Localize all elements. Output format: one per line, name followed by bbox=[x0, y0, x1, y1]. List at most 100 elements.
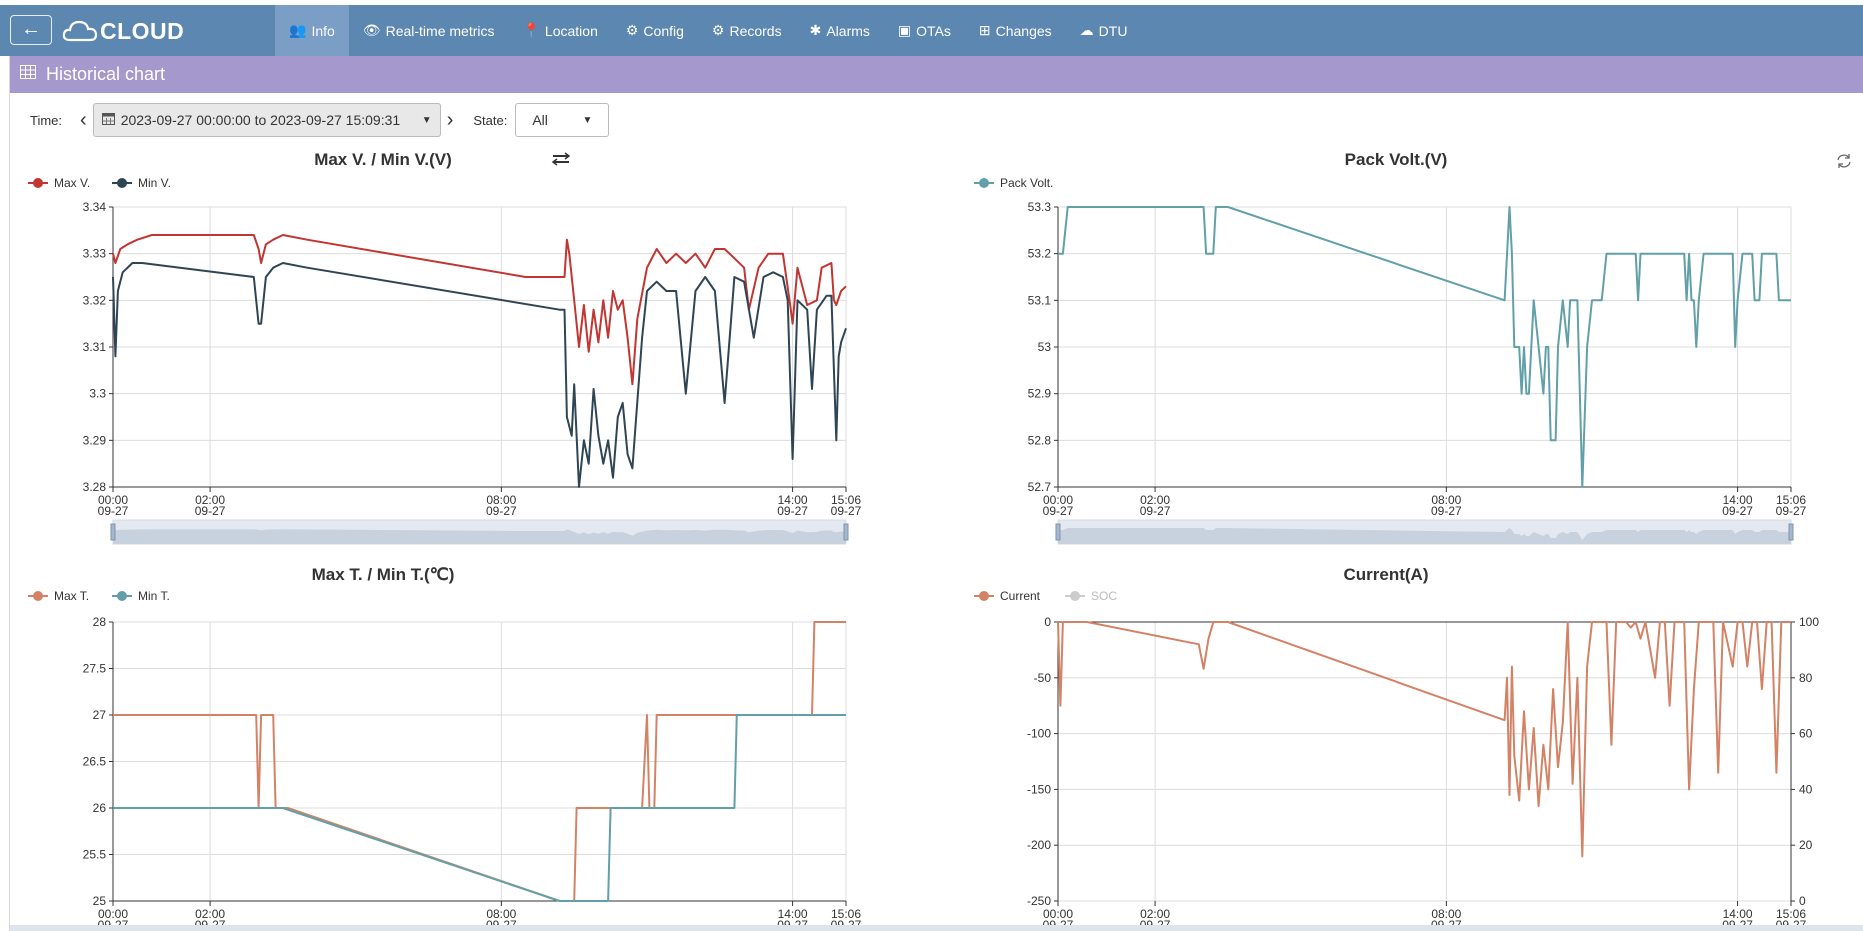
legend-item: Current bbox=[974, 589, 1041, 603]
tab-otas-label: OTAs bbox=[916, 22, 951, 39]
y-tick-label: 3.28 bbox=[83, 480, 107, 494]
x-tick-label: 00:00 bbox=[98, 493, 128, 507]
caret-down-icon: ▼ bbox=[421, 114, 432, 126]
legend-label: Current bbox=[1000, 589, 1041, 603]
x-tick-label: 08:00 bbox=[1431, 907, 1461, 921]
chart-legend: Max T. Min T. bbox=[28, 589, 170, 603]
zoom-slider[interactable] bbox=[1055, 519, 1794, 545]
zoom-preview bbox=[1058, 528, 1791, 544]
bottom-scrollbar[interactable] bbox=[10, 925, 1863, 931]
x-tick-label: 02:00 bbox=[195, 907, 225, 921]
series-line bbox=[112, 234, 847, 386]
y-tick-label: 27 bbox=[93, 708, 107, 722]
x-tick-label: 02:00 bbox=[195, 493, 225, 507]
legend-label: Min T. bbox=[138, 589, 170, 603]
y-tick-label: 26.5 bbox=[83, 755, 107, 769]
x-tick-date: 09-27 bbox=[831, 504, 862, 518]
y-tick-label: 25.5 bbox=[83, 848, 107, 862]
legend-marker bbox=[117, 178, 127, 188]
x-tick-date: 09-27 bbox=[1776, 504, 1807, 518]
table-icon bbox=[20, 65, 36, 84]
x-tick-date: 09-27 bbox=[1722, 504, 1753, 518]
zoom-slider[interactable] bbox=[110, 519, 849, 545]
y-tick-label: 52.9 bbox=[1028, 387, 1052, 401]
x-tick-date: 09-27 bbox=[195, 504, 226, 518]
legend-label: SOC bbox=[1091, 589, 1117, 603]
max-min-temperature-chart: Max T. / Min T.(℃) Max T. Min T. 28 27.5 27… bbox=[28, 565, 862, 931]
current-soc-chart: Current(A) Current SOC 0 -50 -100 -150 -200 -2… bbox=[974, 565, 1819, 931]
legend-item: SOC bbox=[1065, 589, 1117, 603]
y2-tick-label: 20 bbox=[1799, 838, 1813, 852]
legend-item: Min V. bbox=[112, 176, 171, 190]
section-header: Historical chart bbox=[10, 56, 1863, 93]
cloud-icon bbox=[62, 20, 98, 42]
tab-dtu[interactable]: ☁ DTU bbox=[1066, 5, 1142, 56]
legend-label: Max T. bbox=[54, 589, 89, 603]
x-tick-label: 00:00 bbox=[1043, 493, 1073, 507]
time-label: Time: bbox=[30, 112, 63, 128]
y-tick-label: 27.5 bbox=[83, 662, 107, 676]
gears-icon: ⚙ bbox=[711, 22, 725, 38]
chart-series bbox=[1057, 621, 1791, 858]
tab-otas[interactable]: ▣ OTAs bbox=[884, 5, 965, 56]
tab-location[interactable]: 📍 Location bbox=[508, 5, 611, 56]
y2-tick-label: 100 bbox=[1799, 615, 1819, 629]
back-button[interactable]: ← bbox=[10, 15, 52, 45]
medkit-icon: ▣ bbox=[897, 22, 912, 38]
y-tick-label: 53.1 bbox=[1028, 293, 1052, 307]
x-tick-label: 02:00 bbox=[1140, 493, 1170, 507]
chart-title: Max T. / Min T.(℃) bbox=[312, 565, 455, 584]
legend-marker bbox=[979, 178, 989, 188]
y2-tick-label: 80 bbox=[1799, 671, 1813, 685]
map-pin-icon: 📍 bbox=[522, 22, 540, 38]
y-tick-label: -250 bbox=[1027, 894, 1051, 908]
legend-item: Min T. bbox=[112, 589, 170, 603]
brand-name: CLOUD bbox=[100, 17, 185, 44]
time-range-picker[interactable]: 2023-09-27 00:00:00 to 2023-09-27 15:09:… bbox=[92, 103, 441, 137]
y-tick-label: -200 bbox=[1027, 838, 1051, 852]
toggle-view-icon[interactable] bbox=[551, 152, 571, 166]
tab-records[interactable]: ⚙ Records bbox=[698, 5, 796, 56]
x-tick-label: 14:00 bbox=[778, 493, 808, 507]
legend-marker bbox=[33, 178, 43, 188]
state-label: State: bbox=[473, 112, 508, 128]
y-tick-label: 3.29 bbox=[83, 433, 107, 447]
brand-logo[interactable]: CLOUD bbox=[62, 15, 184, 47]
pack-voltage-chart: Pack Volt.(V) Pack Volt. 53.3 53.2 53.1 53 5… bbox=[974, 150, 1851, 545]
eye-icon: 👁 bbox=[362, 22, 381, 38]
tab-real-time-metrics[interactable]: 👁 Real-time metrics bbox=[349, 5, 509, 56]
users-icon: 👥 bbox=[289, 22, 307, 38]
y2-tick-label: 40 bbox=[1799, 782, 1813, 796]
y-tick-label: 3.31 bbox=[83, 340, 107, 354]
tab-info[interactable]: 👥 Info bbox=[275, 5, 349, 56]
y-tick-label: -100 bbox=[1027, 727, 1051, 741]
bug-icon: ✱ bbox=[809, 22, 822, 38]
y-tick-label: 52.7 bbox=[1028, 480, 1052, 494]
tab-config[interactable]: ⚙ Config bbox=[612, 5, 698, 56]
x-tick-label: 15:06 bbox=[1776, 493, 1806, 507]
tab-config-label: Config bbox=[643, 22, 684, 39]
y-tick-label: 3.34 bbox=[83, 200, 107, 214]
refresh-icon[interactable] bbox=[1837, 154, 1851, 168]
y-tick-label: 3.3 bbox=[89, 387, 106, 401]
gear-icon: ⚙ bbox=[625, 22, 639, 38]
chevron-right-icon[interactable]: › bbox=[446, 108, 454, 131]
x-tick-label: 02:00 bbox=[1140, 907, 1170, 921]
chart-grid bbox=[1057, 621, 1792, 902]
y-tick-label: 52.8 bbox=[1028, 433, 1052, 447]
state-select[interactable]: All ▼ bbox=[515, 103, 610, 137]
chevron-left-icon[interactable]: ‹ bbox=[80, 108, 87, 131]
y-tick-label: -50 bbox=[1034, 671, 1052, 685]
x-tick-label: 15:06 bbox=[1776, 907, 1806, 921]
zoom-preview bbox=[113, 529, 846, 544]
y-tick-label: 25 bbox=[93, 894, 107, 908]
tab-changes[interactable]: ⊞ Changes bbox=[965, 5, 1066, 56]
chevron-down-icon: ▼ bbox=[582, 114, 593, 126]
legend-item: Max V. bbox=[28, 176, 90, 190]
tab-alarms[interactable]: ✱ Alarms bbox=[796, 5, 884, 56]
legend-marker bbox=[1070, 591, 1080, 601]
x-tick-label: 14:00 bbox=[778, 907, 808, 921]
zoom-handle-right bbox=[843, 523, 849, 541]
x-tick-date: 09-27 bbox=[486, 504, 517, 518]
max-min-voltage-chart: Max V. / Min V.(V) Max V. Min V. 3.343.33… bbox=[28, 150, 862, 545]
